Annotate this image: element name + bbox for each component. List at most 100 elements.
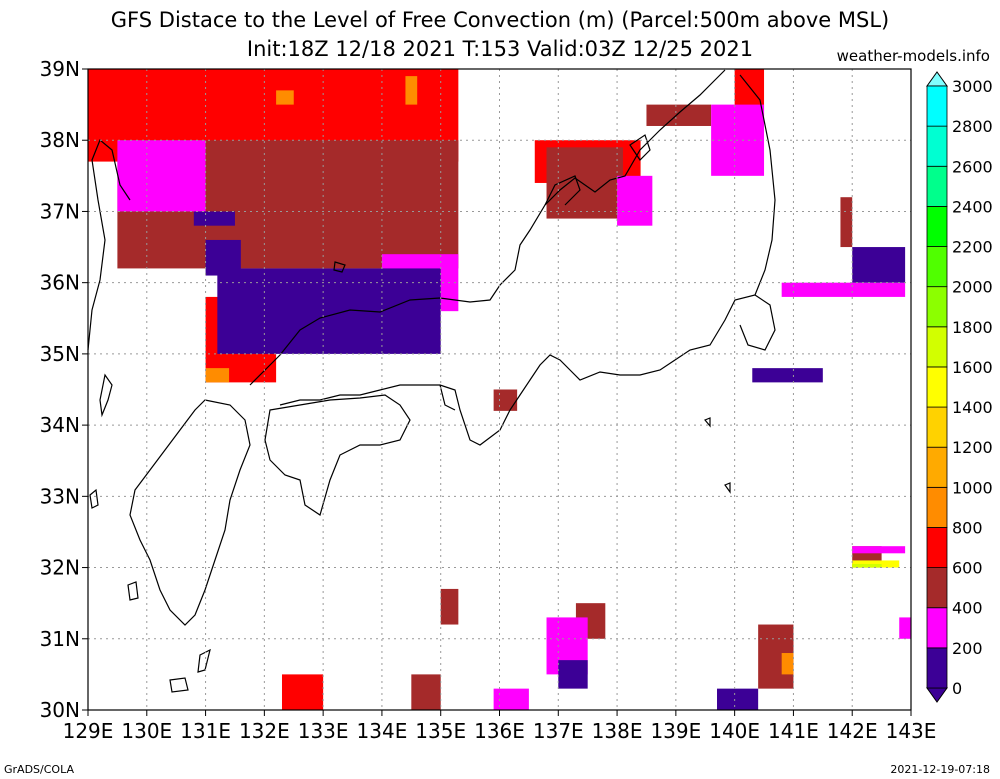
coastline-izu-1	[704, 417, 711, 428]
lon-tick-label: 129E	[63, 719, 114, 743]
colorbar-swatch	[926, 607, 948, 649]
coastline-layer	[87, 69, 776, 693]
colorbar-label: 1600	[952, 358, 993, 377]
lfc-cell	[411, 674, 441, 710]
lfc-field-layer	[88, 69, 911, 710]
lon-tick-label: 131E	[180, 719, 231, 743]
colorbar-label: 1400	[952, 398, 993, 417]
colorbar-swatch	[926, 286, 948, 328]
lfc-cell	[781, 282, 906, 297]
lfc-cell	[558, 660, 588, 689]
lon-tick-label: 135E	[415, 719, 466, 743]
lfc-cell	[205, 239, 241, 276]
lat-tick-label: 31N	[40, 627, 80, 651]
colorbar-high-arrow	[926, 71, 948, 87]
coastline-izu-2	[724, 482, 731, 494]
colorbar-label: 2400	[952, 197, 993, 216]
lat-tick-label: 35N	[40, 342, 80, 366]
lon-tick-label: 137E	[533, 719, 584, 743]
lfc-cell	[281, 674, 324, 710]
lon-tick-label: 142E	[827, 719, 878, 743]
grid-layer	[88, 69, 911, 710]
coastline-noto	[544, 175, 581, 206]
coastline-shikoku	[264, 394, 411, 516]
colorbar-label: 2200	[952, 238, 993, 257]
lon-tick-label: 134E	[357, 719, 408, 743]
lfc-cell	[646, 104, 712, 126]
coastline-kii	[439, 384, 456, 411]
lon-tick-label: 132E	[239, 719, 290, 743]
lfc-cell	[752, 368, 823, 383]
lon-tick-label: 130E	[121, 719, 172, 743]
coastline-honshu-north	[249, 69, 726, 386]
colorbar-label: 400	[952, 599, 983, 618]
colorbar-low-arrow	[926, 687, 948, 703]
lon-tick-label: 133E	[298, 719, 349, 743]
colorbar-swatch	[926, 446, 948, 488]
lfc-cell	[440, 588, 459, 625]
colorbar-swatch	[926, 406, 948, 448]
lon-tick-label: 138E	[592, 719, 643, 743]
colorbar-swatch	[926, 85, 948, 127]
colorbar-swatch	[926, 326, 948, 368]
lat-tick-label: 33N	[40, 484, 80, 508]
colorbar-swatch	[926, 366, 948, 408]
lfc-cell	[840, 197, 853, 248]
coastline-sado	[629, 134, 651, 161]
lfc-cell	[617, 175, 653, 226]
lon-tick-label: 139E	[650, 719, 701, 743]
lfc-cell	[852, 247, 906, 283]
lat-tick-label: 34N	[40, 413, 80, 437]
lfc-cell	[276, 90, 294, 105]
colorbar-swatch	[926, 527, 948, 569]
footer-timestamp: 2021-12-19-07:18	[890, 763, 990, 776]
lfc-cell	[205, 368, 230, 383]
lfc-cell	[117, 140, 206, 212]
coastline-kyushu	[129, 399, 251, 626]
coastline-tanegashima	[197, 648, 211, 673]
lfc-cell	[217, 268, 441, 354]
footer-credit: GrADS/COLA	[4, 763, 74, 776]
lfc-cell	[717, 688, 759, 710]
axis-tick-layer: 129E 130E 131E 132E 133E 134E 135E 136E 137E 138E…	[40, 57, 937, 743]
colorbar-label: 2800	[952, 117, 993, 136]
lon-tick-label: 140E	[709, 719, 760, 743]
lon-tick-label: 136E	[474, 719, 525, 743]
lfc-cell	[493, 389, 518, 411]
coastline-goto	[89, 488, 99, 509]
colorbar-swatch	[926, 165, 948, 207]
lfc-cell	[852, 546, 906, 554]
coastline-boso	[739, 294, 776, 351]
lon-tick-label: 141E	[768, 719, 819, 743]
colorbar-swatch	[926, 246, 948, 288]
lat-tick-label: 37N	[40, 199, 80, 223]
colorbar-label: 1200	[952, 438, 993, 457]
lat-tick-label: 39N	[40, 57, 80, 81]
coastline-honshu-east	[279, 74, 776, 446]
lfc-cell	[193, 211, 235, 226]
lfc-cell	[899, 617, 911, 639]
colorbar-swatch	[926, 205, 948, 247]
site-credit: weather-models.info	[836, 47, 990, 65]
colorbar-label: 1800	[952, 318, 993, 337]
coastline-tsushima	[99, 373, 113, 418]
colorbar-label: 200	[952, 639, 983, 658]
lat-tick-label: 30N	[40, 698, 80, 722]
colorbar-label: 600	[952, 559, 983, 578]
colorbar-swatch	[926, 647, 948, 689]
lat-tick-label: 32N	[40, 556, 80, 580]
colorbar-label: 3000	[952, 77, 993, 96]
chart-subtitle: Init:18Z 12/18 2021 T:153 Valid:03Z 12/2…	[246, 37, 754, 61]
lat-tick-label: 38N	[40, 128, 80, 152]
coastline-yakushima	[169, 677, 189, 693]
lfc-cell	[405, 76, 418, 105]
lat-tick-label: 36N	[40, 271, 80, 295]
chart-title: GFS Distace to the Level of Free Convect…	[110, 8, 890, 32]
lfc-cell	[781, 653, 794, 675]
colorbar-swatch	[926, 567, 948, 609]
colorbar-label: 2000	[952, 278, 993, 297]
colorbar-label: 0	[952, 679, 962, 698]
colorbar-label: 2600	[952, 157, 993, 176]
colorbar-swatch	[926, 125, 948, 167]
coastline-korea	[87, 139, 131, 351]
